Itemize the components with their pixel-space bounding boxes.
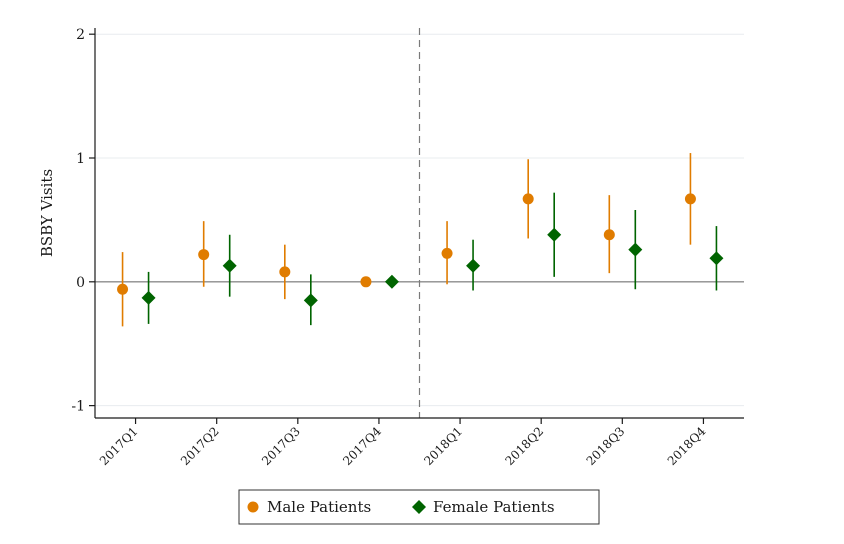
x-tick-label: 2017Q2	[178, 424, 222, 468]
x-tick-label: 2017Q1	[97, 424, 141, 468]
data-point	[522, 193, 534, 205]
data-point	[141, 290, 156, 305]
data-point	[603, 229, 615, 241]
legend-label: Male Patients	[267, 498, 371, 516]
y-tick-label: -1	[71, 399, 85, 415]
legend-marker	[247, 501, 259, 513]
y-tick-label: 2	[76, 27, 85, 43]
y-tick-label: 1	[76, 151, 85, 167]
legend: Male Patients Female Patients	[238, 489, 600, 525]
data-point	[684, 193, 696, 205]
series-layer	[117, 153, 724, 327]
data-point	[360, 276, 372, 288]
data-point	[303, 293, 318, 308]
data-point	[198, 249, 210, 261]
legend-marker	[412, 500, 426, 514]
y-tick-label: 0	[76, 275, 85, 291]
data-point	[222, 258, 237, 273]
x-tick-label: 2018Q4	[665, 424, 709, 468]
data-point	[709, 251, 724, 266]
series-male	[117, 153, 696, 327]
axes: -1 0 1 2 2017Q1 2017Q2 2017Q3 2017Q4 2018Q1 2018Q…	[71, 27, 744, 468]
data-point	[279, 266, 291, 278]
data-point	[117, 283, 129, 295]
series-female	[141, 192, 724, 326]
x-tick-label: 2018Q3	[584, 424, 628, 468]
data-point	[441, 247, 453, 259]
y-axis-label: BSBY Visits	[38, 169, 56, 257]
reference-lines	[95, 28, 744, 418]
data-point	[466, 258, 481, 273]
x-tick-label: 2017Q3	[259, 424, 303, 468]
x-tick-label: 2018Q1	[421, 424, 465, 468]
x-tick-label: 2017Q4	[340, 424, 384, 468]
data-point	[384, 274, 399, 289]
data-point	[628, 242, 643, 257]
x-tick-label: 2018Q2	[502, 424, 546, 468]
legend-label: Female Patients	[433, 498, 555, 516]
data-point	[547, 227, 562, 242]
